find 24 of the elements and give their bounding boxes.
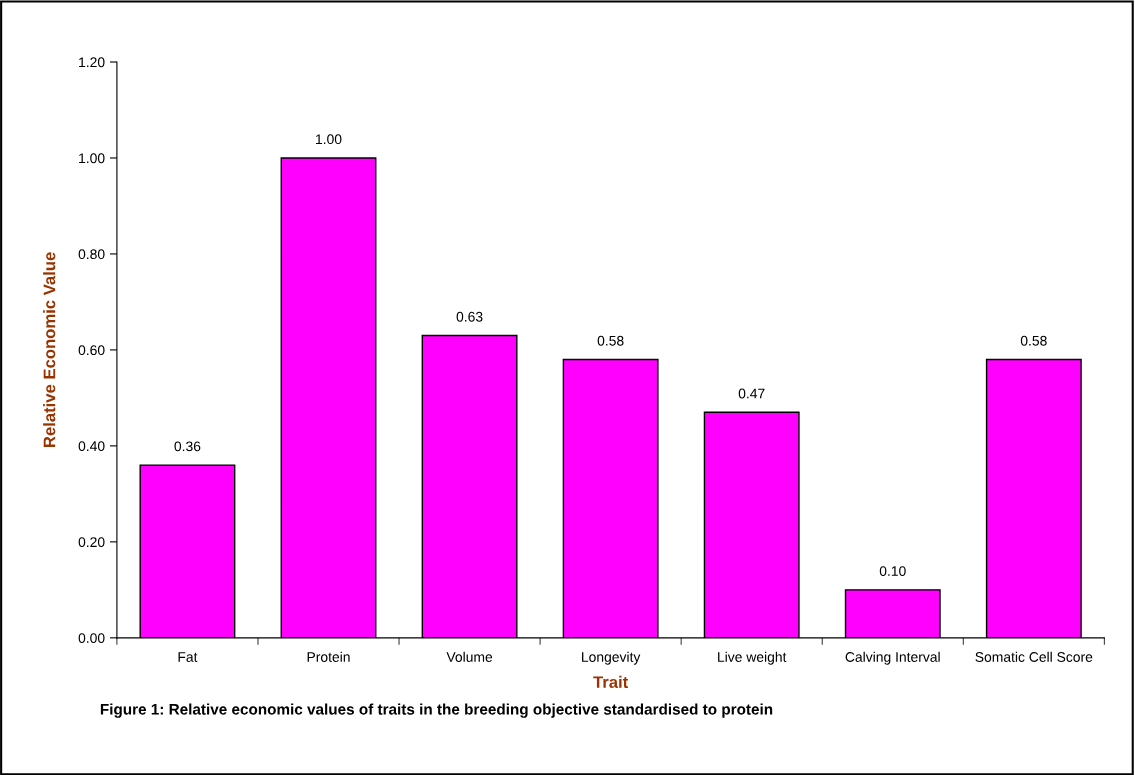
data-label: 0.47 (738, 388, 765, 399)
y-tick-label: 0.00 (78, 633, 105, 643)
data-label: 0.63 (456, 311, 483, 322)
x-tick-label: Fat (178, 652, 198, 662)
y-tick-label: 0.40 (78, 441, 105, 452)
x-tick-label: Protein (307, 651, 350, 662)
data-label: 0.36 (174, 441, 201, 452)
y-tick-label: 1.20 (79, 57, 105, 68)
caption: Figure 1: Relative economic values of traits in the breeding objective standardised to protein (100, 703, 773, 718)
y-tick-label: 0.60 (78, 345, 105, 356)
x-axis-title: Trait (593, 675, 629, 689)
data-label: 1.00 (316, 134, 342, 145)
data-label: 0.58 (597, 335, 624, 346)
y-tick-label: 0.80 (78, 249, 105, 260)
y-tick-label: 1.00 (79, 153, 105, 164)
y-axis-title: Relative Economic Value (43, 252, 56, 447)
data-label: 0.58 (1020, 335, 1047, 346)
y-tick-label: 0.20 (78, 537, 105, 548)
x-tick-label: Calving Interval (845, 651, 940, 665)
x-tick-label: Somatic Cell Score (975, 651, 1093, 662)
x-tick-label: Volume (446, 651, 493, 662)
x-tick-label: Live weight (718, 651, 787, 665)
x-tick-label: Longevity (582, 651, 641, 665)
data-label: 0.10 (879, 566, 906, 576)
